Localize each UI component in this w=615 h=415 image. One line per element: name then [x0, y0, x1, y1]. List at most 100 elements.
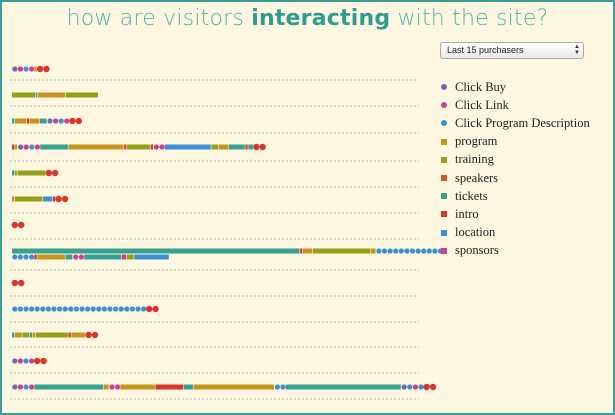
- event-dot-desc: [29, 306, 35, 312]
- event-dot-desc: [23, 66, 29, 72]
- page-segment-program: [12, 196, 15, 202]
- event-dot-desc: [113, 306, 119, 312]
- event-dot-desc: [23, 254, 29, 260]
- event-dot-link: [115, 384, 121, 390]
- page-segment-training: [127, 144, 151, 150]
- legend-label: intro: [455, 206, 479, 221]
- page-segment-tickets: [40, 144, 68, 150]
- event-dot-desc: [58, 118, 64, 124]
- event-dot-buy_end: [45, 169, 52, 177]
- page-segment-program: [37, 254, 65, 260]
- page-segment-program: [14, 118, 27, 124]
- page-segment-sponsors: [121, 254, 127, 260]
- page-segment-tickets: [29, 332, 33, 338]
- event-dot-desc: [274, 384, 280, 390]
- page-segment-intro: [155, 384, 184, 390]
- page-segment-tickets: [285, 384, 401, 390]
- event-dot-desc: [29, 144, 35, 150]
- page-segment-training: [35, 332, 68, 338]
- legend-swatch: [436, 211, 452, 218]
- event-dot-desc: [73, 306, 79, 312]
- event-dot-desc: [57, 306, 63, 312]
- page-segment-intro: [52, 196, 56, 202]
- event-dot-desc: [62, 306, 68, 312]
- legend-swatch: [436, 175, 452, 182]
- legend-swatch: [436, 84, 452, 91]
- event-dot-buy: [12, 66, 18, 72]
- legend: Click Buy Click Link Click Program Descrip…: [436, 78, 590, 260]
- page-segment-intro: [12, 144, 15, 150]
- event-dot-link: [17, 358, 23, 364]
- page-segment-location: [134, 254, 169, 260]
- page-segment-intro: [245, 144, 248, 150]
- page-segment-program: [193, 384, 274, 390]
- legend-item-training: training: [436, 151, 590, 169]
- legend-item-click-link: Click Link: [436, 96, 590, 114]
- event-dot-desc: [90, 306, 96, 312]
- page-segment-program: [14, 170, 18, 176]
- page-segment-program: [29, 118, 40, 124]
- page-segment-tickets: [183, 384, 193, 390]
- event-dot-link: [153, 144, 159, 150]
- event-dot-desc: [426, 248, 432, 254]
- legend-label: sponsors: [455, 243, 499, 258]
- filter-selected-value: Last 15 purchasers: [447, 45, 524, 55]
- legend-label: training: [455, 152, 494, 167]
- event-dot-desc: [23, 306, 29, 312]
- page-segment-tickets: [12, 332, 15, 338]
- page-segment-tickets: [34, 384, 104, 390]
- event-dot-desc: [23, 358, 29, 364]
- legend-swatch: [436, 138, 452, 145]
- event-dot-desc: [29, 254, 35, 260]
- page-segment-training: [211, 144, 219, 150]
- event-dot-buy_end: [253, 143, 260, 151]
- select-arrows-icon: ▲ ▼: [574, 44, 580, 56]
- page-segment-program: [370, 248, 376, 254]
- legend-label: speakers: [455, 170, 499, 185]
- legend-item-speakers: speakers: [436, 169, 590, 187]
- page-segment-program: [34, 66, 37, 72]
- legend-item-location: location: [436, 224, 590, 242]
- event-dot-desc: [404, 248, 410, 254]
- page-segment-program: [218, 144, 229, 150]
- legend-swatch: [436, 229, 452, 236]
- event-dot-buy_end: [146, 305, 153, 313]
- event-dot-buy: [12, 384, 18, 390]
- event-dot-buy_end: [152, 305, 159, 313]
- page-segment-intro: [150, 144, 153, 150]
- event-dot-desc: [124, 306, 130, 312]
- event-dot-desc: [51, 306, 57, 312]
- page-segment-training: [312, 248, 371, 254]
- legend-swatch: [436, 120, 452, 127]
- event-dot-desc: [409, 248, 416, 254]
- legend-item-sponsors: sponsors: [436, 242, 590, 260]
- event-dot-desc: [101, 306, 107, 312]
- page-segment-training: [12, 92, 35, 98]
- event-dot-buy_end: [11, 279, 18, 287]
- event-dot-buy: [12, 358, 18, 364]
- event-dot-desc: [418, 384, 424, 390]
- page-segment-intro: [300, 248, 303, 254]
- event-dot-desc: [12, 254, 18, 260]
- page-segment-program: [14, 144, 18, 150]
- event-dot-desc: [45, 306, 52, 312]
- page-segment-program: [68, 144, 124, 150]
- event-dot-buy_end: [85, 331, 92, 339]
- legend-label: Click Buy: [455, 79, 507, 94]
- event-dot-buy: [401, 384, 407, 390]
- page-segment-tickets: [228, 144, 245, 150]
- event-dot-buy_end: [69, 117, 76, 125]
- page-title: how are visitors interacting with the si…: [0, 6, 615, 31]
- event-dot-desc: [381, 248, 388, 254]
- event-dot-desc: [421, 248, 427, 254]
- event-dot-desc: [107, 306, 113, 312]
- page-segment-training: [22, 332, 30, 338]
- legend-label: program: [455, 134, 498, 149]
- page-segment-training: [65, 92, 98, 98]
- purchaser-filter-select[interactable]: Last 15 purchasers ▲ ▼: [440, 42, 584, 59]
- event-dot-desc: [393, 248, 399, 254]
- event-dot-desc: [85, 306, 91, 312]
- title-suffix: with the site?: [390, 6, 549, 31]
